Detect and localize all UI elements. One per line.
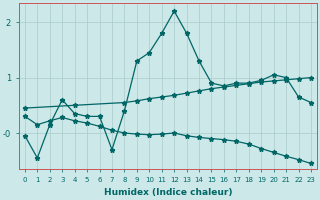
- X-axis label: Humidex (Indice chaleur): Humidex (Indice chaleur): [104, 188, 232, 197]
